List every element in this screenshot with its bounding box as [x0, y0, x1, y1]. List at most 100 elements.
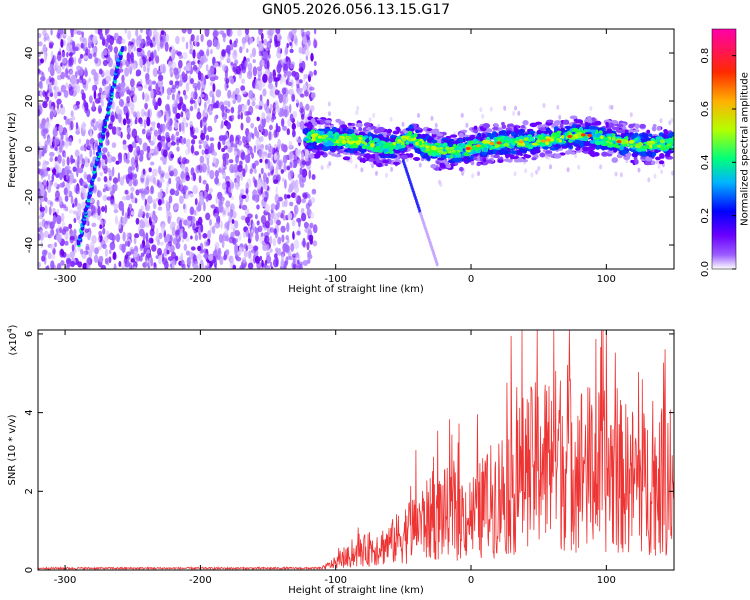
ridge-mark [562, 119, 570, 125]
noise-blob [99, 172, 103, 176]
noise-blob [63, 89, 69, 98]
noise-blob [108, 249, 112, 255]
noise-blob [196, 111, 202, 120]
noise-blob [289, 201, 294, 207]
noise-blob [180, 179, 183, 186]
noise-blob [151, 244, 157, 252]
noise-blob [310, 105, 315, 112]
noise-blob [241, 194, 247, 199]
noise-blob [111, 142, 117, 149]
noise-blob [175, 112, 181, 119]
noise-blob [98, 255, 104, 263]
noise-blob [291, 29, 297, 35]
noise-blob [111, 156, 116, 162]
noise-blob [70, 154, 74, 165]
noise-blob [86, 174, 92, 183]
noise-blob [161, 253, 165, 262]
noise-blob [44, 54, 47, 63]
noise-blob [302, 84, 307, 91]
noise-blob [175, 255, 179, 262]
ridge-mark [302, 128, 310, 134]
noise-blob [157, 74, 164, 82]
noise-blob [169, 188, 176, 196]
ridge-mark [514, 128, 520, 134]
noise-blob [286, 165, 291, 171]
noise-blob [284, 244, 290, 253]
noise-blob [185, 138, 191, 149]
ridge-mark [304, 123, 310, 127]
noise-blob [282, 214, 287, 221]
noise-blob [61, 51, 66, 58]
noise-blob [81, 78, 87, 85]
ridge-mark [483, 147, 488, 153]
noise-blob [164, 172, 170, 179]
noise-blob [197, 70, 202, 81]
noise-blob [109, 241, 116, 251]
noise-blob [147, 109, 151, 118]
noise-blob [102, 227, 106, 235]
ridge-mark [473, 129, 479, 134]
noise-blob [221, 110, 225, 118]
noise-blob [242, 104, 248, 111]
noise-blob [102, 164, 106, 169]
noise-blob [145, 212, 149, 219]
noise-blob [164, 260, 169, 269]
noise-blob [242, 230, 246, 239]
ridge-mark [337, 150, 345, 154]
noise-blob [90, 160, 95, 167]
noise-blob [213, 39, 219, 47]
noise-blob [291, 219, 296, 227]
noise-blob [264, 182, 268, 190]
noise-blob [82, 121, 86, 132]
noise-blob [61, 140, 65, 148]
noise-blob [224, 206, 230, 212]
noise-blob [154, 32, 160, 37]
noise-blob [183, 193, 189, 200]
noise-blob [240, 112, 243, 120]
noise-blob [295, 253, 301, 261]
noise-blob [243, 142, 246, 148]
noise-blob [196, 253, 202, 261]
ridge-mark [327, 137, 332, 141]
noise-blob [303, 73, 306, 82]
noise-blob [142, 91, 145, 101]
ridge-mark [600, 135, 604, 140]
ridge-mark [510, 144, 515, 149]
noise-blob [61, 251, 67, 258]
noise-blob [300, 93, 305, 98]
noise-blob [38, 181, 42, 186]
noise-blob [152, 36, 156, 42]
noise-blob [70, 195, 74, 205]
noise-blob [43, 230, 49, 238]
noise-blob [524, 168, 528, 174]
ridge-mark [622, 150, 629, 154]
noise-blob [257, 225, 263, 233]
noise-blob [143, 187, 150, 195]
noise-blob [193, 209, 197, 216]
ridge-mark [303, 137, 310, 142]
noise-blob [122, 231, 126, 242]
ridge-mark [569, 151, 576, 155]
noise-blob [313, 29, 317, 35]
noise-blob [133, 266, 137, 269]
noise-blob [249, 37, 254, 44]
noise-blob [171, 93, 175, 101]
noise-blob [150, 89, 154, 99]
noise-blob [284, 105, 289, 110]
noise-blob [156, 122, 161, 129]
noise-blob [70, 110, 74, 118]
noise-blob [566, 167, 570, 173]
noise-blob [308, 249, 312, 258]
noise-blob [142, 142, 148, 152]
ridge-mark [568, 122, 574, 127]
ridge-mark [362, 157, 366, 164]
noise-blob [245, 216, 250, 224]
noise-blob [259, 135, 264, 143]
noise-blob [175, 35, 180, 45]
noise-blob [38, 149, 42, 160]
noise-blob [87, 210, 92, 218]
noise-blob [52, 214, 57, 225]
noise-blob [143, 119, 147, 129]
noise-blob [56, 98, 62, 105]
ridge-mark [368, 136, 373, 141]
